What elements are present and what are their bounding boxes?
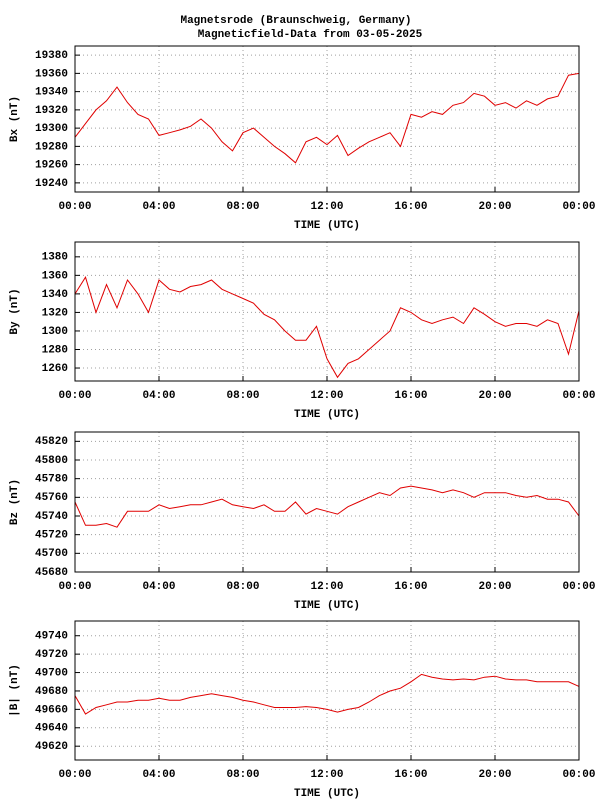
data-line (74, 673, 580, 715)
y-tick-label: 49720 (35, 649, 68, 661)
x-tick-label: 16:00 (394, 769, 427, 781)
x-tick-label: 20:00 (478, 201, 511, 213)
x-tick-label: 12:00 (310, 581, 343, 593)
y-tick-label: 1320 (42, 307, 68, 319)
x-tick-label: 08:00 (226, 769, 259, 781)
x-tick-label: 00:00 (562, 201, 595, 213)
y-tick-label: 49680 (35, 686, 68, 698)
y-tick-label: 1360 (42, 270, 68, 282)
title-line: Magnetsrode (Braunschweig, Germany) (180, 15, 411, 27)
y-axis-label: Bx (nT) (9, 96, 21, 142)
x-tick-label: 16:00 (394, 390, 427, 402)
x-tick-label: 20:00 (478, 581, 511, 593)
data-line (74, 72, 580, 164)
plot-frame (74, 431, 580, 573)
x-tick-label: 00:00 (58, 201, 91, 213)
x-tick-label: 16:00 (394, 201, 427, 213)
x-tick-label: 00:00 (58, 581, 91, 593)
x-tick-label: 12:00 (310, 201, 343, 213)
y-tick-label: 19240 (35, 178, 68, 190)
x-axis-label: TIME (UTC) (294, 600, 360, 612)
y-tick-label: 49740 (35, 631, 68, 643)
y-tick-label: 1340 (42, 289, 68, 301)
y-tick-label: 49700 (35, 667, 68, 679)
x-axis-label: TIME (UTC) (294, 409, 360, 421)
y-tick-label: 45720 (35, 530, 68, 542)
x-tick-label: 00:00 (58, 390, 91, 402)
y-tick-label: 49660 (35, 704, 68, 716)
y-tick-label: 45760 (35, 492, 68, 504)
y-tick-label: 19380 (35, 50, 68, 62)
y-tick-label: 19300 (35, 123, 68, 135)
y-tick-label: 19320 (35, 105, 68, 117)
x-tick-label: 08:00 (226, 390, 259, 402)
data-line (74, 276, 580, 379)
y-tick-label: 1260 (42, 363, 68, 375)
x-tick-label: 08:00 (226, 581, 259, 593)
plot-frame (74, 241, 580, 382)
y-tick-label: 45680 (35, 567, 68, 579)
x-tick-label: 00:00 (562, 390, 595, 402)
y-tick-label: 19280 (35, 141, 68, 153)
x-tick-label: 04:00 (142, 581, 175, 593)
plot-frame (74, 620, 580, 761)
y-tick-label: 45740 (35, 511, 68, 523)
x-tick-label: 12:00 (310, 769, 343, 781)
plot-frame (74, 45, 580, 193)
x-tick-label: 04:00 (142, 201, 175, 213)
y-axis-label: By (nT) (9, 288, 21, 334)
x-tick-label: 00:00 (58, 769, 91, 781)
title-line: Magneticfield-Data from 03-05-2025 (198, 29, 423, 41)
y-tick-label: 19340 (35, 87, 68, 99)
y-tick-label: 45800 (35, 455, 68, 467)
x-axis-label: TIME (UTC) (294, 220, 360, 232)
y-tick-label: 19260 (35, 160, 68, 172)
x-tick-label: 00:00 (562, 581, 595, 593)
y-tick-label: 49640 (35, 723, 68, 735)
x-tick-label: 20:00 (478, 390, 511, 402)
x-tick-label: 04:00 (142, 390, 175, 402)
data-line (74, 485, 580, 528)
y-axis-label: Bz (nT) (9, 479, 21, 525)
y-tick-label: 45700 (35, 548, 68, 560)
y-tick-label: 1280 (42, 344, 68, 356)
x-tick-label: 04:00 (142, 769, 175, 781)
y-axis-label: |B| (nT) (9, 664, 21, 717)
x-tick-label: 12:00 (310, 390, 343, 402)
y-tick-label: 1300 (42, 326, 68, 338)
y-tick-label: 45780 (35, 474, 68, 486)
y-tick-label: 19360 (35, 68, 68, 80)
x-axis-label: TIME (UTC) (294, 788, 360, 800)
x-tick-label: 00:00 (562, 769, 595, 781)
y-tick-label: 1380 (42, 252, 68, 264)
y-tick-label: 45820 (35, 436, 68, 448)
x-tick-label: 08:00 (226, 201, 259, 213)
x-tick-label: 16:00 (394, 581, 427, 593)
x-tick-label: 20:00 (478, 769, 511, 781)
y-tick-label: 49620 (35, 741, 68, 753)
